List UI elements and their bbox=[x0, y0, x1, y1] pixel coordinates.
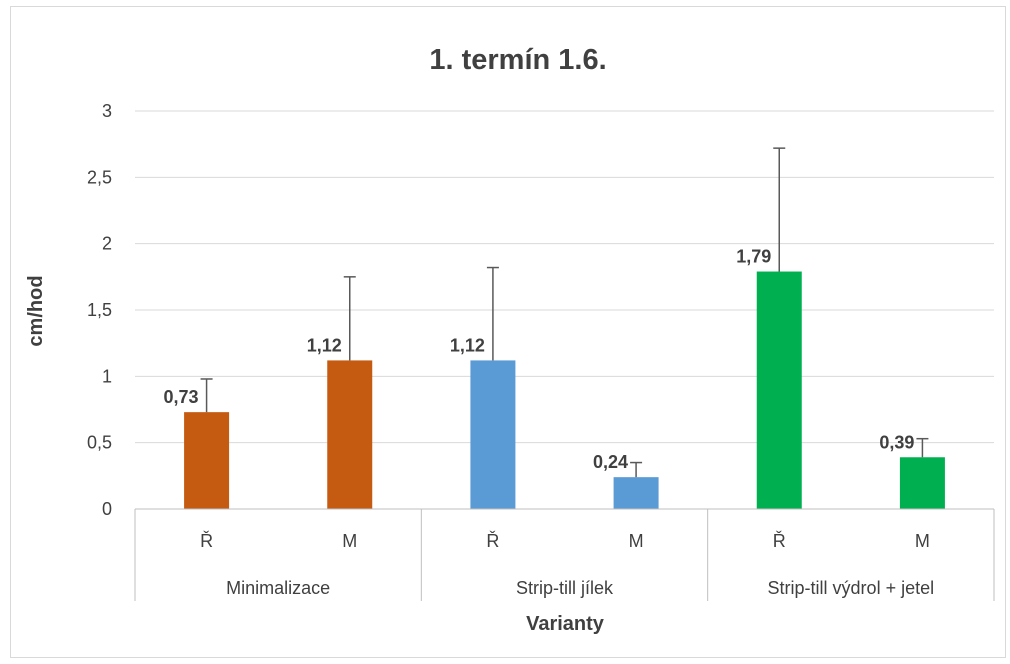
x-axis bbox=[134, 508, 995, 601]
x-tick-label: M bbox=[342, 531, 357, 551]
error-bars bbox=[200, 147, 929, 478]
chart-frame bbox=[10, 6, 1006, 658]
y-tick-label: 1,5 bbox=[87, 300, 112, 320]
group-label: Minimalizace bbox=[226, 578, 330, 598]
bar bbox=[756, 271, 802, 509]
x-tick-label: Ř bbox=[486, 531, 499, 551]
chart-title: 1. termín 1.6. bbox=[429, 44, 606, 76]
labels: 0 0,5 1 1,5 2 2,5 3 Minimalizace 0,73 Ř 1,12 M Strip… bbox=[87, 101, 934, 598]
y-tick-label: 0 bbox=[102, 499, 112, 519]
data-label: 1,79 bbox=[736, 247, 771, 267]
y-tick-label: 2,5 bbox=[87, 167, 112, 187]
bars bbox=[184, 271, 945, 509]
data-label: 0,73 bbox=[164, 387, 199, 407]
x-tick-label: M bbox=[629, 531, 644, 551]
bar bbox=[613, 477, 659, 509]
y-axis-title: cm/hod bbox=[25, 275, 47, 346]
bar bbox=[470, 360, 516, 509]
y-tick-label: 3 bbox=[102, 101, 112, 121]
y-tick-label: 2 bbox=[102, 234, 112, 254]
group-label: Strip-till výdrol + jetel bbox=[768, 578, 935, 598]
data-label: 1,12 bbox=[450, 335, 485, 355]
bar bbox=[184, 412, 230, 509]
data-label: 0,39 bbox=[879, 432, 914, 452]
gridlines bbox=[135, 110, 994, 444]
x-tick-label: Ř bbox=[773, 531, 786, 551]
data-label: 1,12 bbox=[307, 335, 342, 355]
bar bbox=[899, 457, 945, 509]
x-tick-label: M bbox=[915, 531, 930, 551]
x-axis-title: Varianty bbox=[526, 613, 605, 635]
bar bbox=[327, 360, 373, 509]
group-label: Strip-till jílek bbox=[516, 578, 614, 598]
y-tick-label: 0,5 bbox=[87, 433, 112, 453]
y-tick-label: 1 bbox=[102, 366, 112, 386]
x-tick-label: Ř bbox=[200, 531, 213, 551]
data-label: 0,24 bbox=[593, 452, 628, 472]
